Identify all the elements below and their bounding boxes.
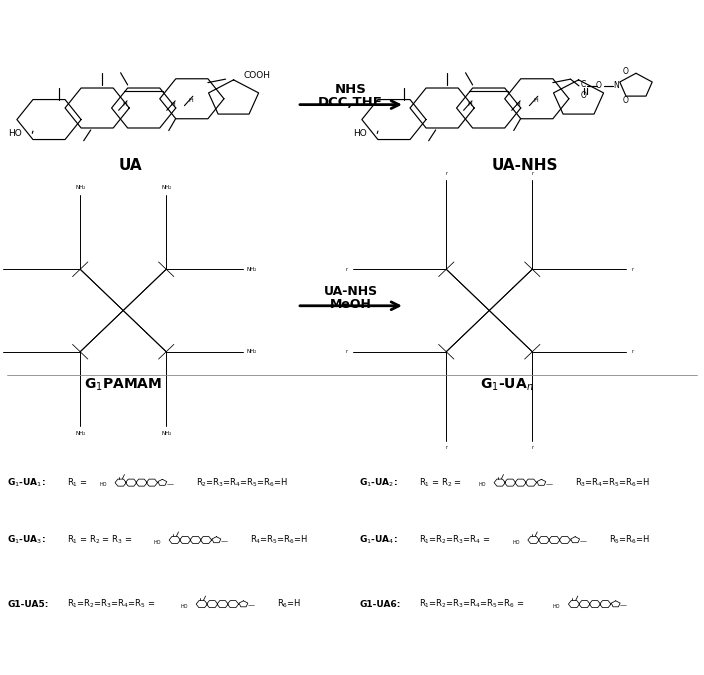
Text: R$_1$ = R$_2$ =: R$_1$ = R$_2$ = [419,477,462,489]
Text: G1-UA6:: G1-UA6: [359,599,401,609]
Text: HO: HO [553,603,560,609]
Text: G1-UA5:: G1-UA5: [7,599,49,609]
Text: r: r [345,349,347,354]
Text: R$_5$=R$_6$=H: R$_5$=R$_6$=H [609,534,650,546]
Text: NH₂: NH₂ [75,431,85,436]
Text: HO: HO [99,482,107,487]
Text: O: O [580,91,586,100]
Text: r: r [445,445,447,450]
Text: C: C [580,80,586,89]
Text: HO: HO [180,603,188,609]
Text: r: r [532,171,534,176]
Text: UA: UA [118,158,142,173]
Text: NH₂: NH₂ [246,267,256,272]
Text: NH₂: NH₂ [75,185,85,190]
Text: H: H [171,103,175,107]
Text: O: O [622,97,628,105]
Text: —: — [220,538,227,544]
Text: NH₂: NH₂ [161,185,171,190]
Text: N: N [613,82,619,90]
Text: G$_1$-UA$_4$:: G$_1$-UA$_4$: [359,534,398,546]
Text: H: H [467,103,472,107]
Text: H: H [189,98,193,103]
Text: —: — [248,602,255,608]
Text: O: O [622,67,628,76]
Text: H: H [534,98,538,103]
Text: G$_1$-UA$_1$:: G$_1$-UA$_1$: [7,477,46,489]
Text: r: r [345,267,347,272]
Text: r: r [631,267,634,272]
Text: —: — [579,538,586,544]
Text: r: r [631,349,634,354]
Text: R$_6$=H: R$_6$=H [277,598,301,610]
Text: HO: HO [512,539,520,545]
Text: NH₂: NH₂ [161,431,171,436]
Text: —: — [167,481,173,487]
Text: DCC,THF: DCC,THF [318,96,383,109]
Text: R$_1$ =: R$_1$ = [67,477,87,489]
Text: NHS: NHS [334,82,367,96]
Text: G$_1$-UA$_2$:: G$_1$-UA$_2$: [359,477,398,489]
Text: HO: HO [8,129,22,138]
Text: R$_1$=R$_2$=R$_3$=R$_4$ =: R$_1$=R$_2$=R$_3$=R$_4$ = [419,534,490,546]
Text: R$_3$=R$_4$=R$_5$=R$_6$=H: R$_3$=R$_4$=R$_5$=R$_6$=H [575,477,650,489]
Text: G$_1$-UA$_n$: G$_1$-UA$_n$ [480,377,534,393]
Text: HO: HO [153,539,161,545]
Text: NH₂: NH₂ [246,349,256,354]
Text: —: — [546,481,553,487]
Text: COOH: COOH [243,72,270,80]
Text: R$_1$ = R$_2$ = R$_3$ =: R$_1$ = R$_2$ = R$_3$ = [67,534,132,546]
Text: R$_1$=R$_2$=R$_3$=R$_4$=R$_5$=R$_6$ =: R$_1$=R$_2$=R$_3$=R$_4$=R$_5$=R$_6$ = [419,598,524,610]
Text: R$_2$=R$_3$=R$_4$=R$_5$=R$_6$=H: R$_2$=R$_3$=R$_4$=R$_5$=R$_6$=H [196,477,288,489]
Text: MeOH: MeOH [329,298,372,311]
Text: R$_1$=R$_2$=R$_3$=R$_4$=R$_5$ =: R$_1$=R$_2$=R$_3$=R$_4$=R$_5$ = [67,598,155,610]
Text: HO: HO [478,482,486,487]
Text: r: r [445,171,447,176]
Text: O: O [596,82,602,90]
Text: H: H [516,103,520,107]
Text: UA-NHS: UA-NHS [491,158,558,173]
Text: HO: HO [353,129,367,138]
Text: G$_1$-UA$_3$:: G$_1$-UA$_3$: [7,534,46,546]
Text: H: H [122,103,127,107]
Text: R$_4$=R$_5$=R$_6$=H: R$_4$=R$_5$=R$_6$=H [250,534,308,546]
Text: —: — [620,602,627,608]
Text: r: r [532,445,534,450]
Text: G$_1$PAMAM: G$_1$PAMAM [84,377,162,393]
Text: UA-NHS: UA-NHS [324,285,377,298]
